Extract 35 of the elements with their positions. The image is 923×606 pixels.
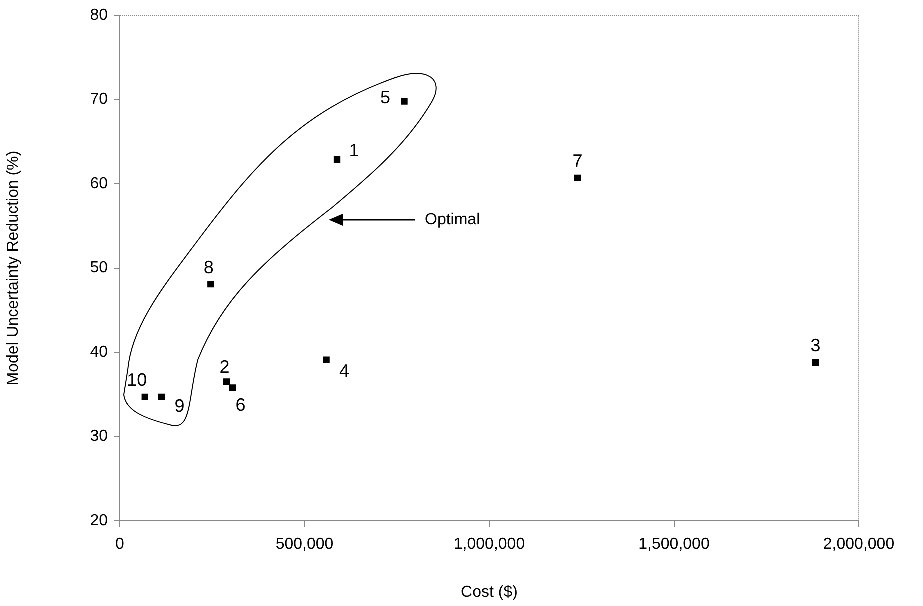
series-label: 2 — [220, 356, 230, 377]
point — [223, 378, 230, 386]
x-tick-label: 500,000 — [276, 536, 334, 554]
y-tick-label: 80 — [90, 7, 108, 24]
y-tick-label: 70 — [90, 91, 108, 108]
point — [208, 280, 214, 288]
x-axis-title: Cost ($) — [461, 584, 518, 601]
x-tick-label: 1,000,000 — [454, 536, 526, 554]
series-label: 6 — [236, 394, 246, 415]
x-tick-label: 2,000,000 — [823, 536, 895, 554]
point — [574, 174, 582, 182]
point — [142, 394, 148, 401]
series-label: 8 — [204, 257, 214, 278]
series-label: 9 — [174, 396, 185, 416]
point — [229, 384, 236, 392]
y-tick-label: 20 — [90, 512, 108, 530]
point — [812, 359, 820, 366]
annotation: Optimal — [425, 211, 480, 228]
series-label: 5 — [380, 87, 391, 108]
y-tick-label: 30 — [90, 428, 108, 446]
y-tick-label: 40 — [90, 344, 108, 361]
point — [334, 156, 341, 163]
y-tick-label: 60 — [90, 175, 108, 192]
series-label: 4 — [340, 361, 350, 382]
x-tick-label: 0 — [116, 536, 125, 554]
point — [401, 98, 408, 105]
series-label: 3 — [810, 336, 821, 356]
point — [158, 394, 166, 401]
series-label: 10 — [127, 370, 148, 390]
series-label: 1 — [349, 140, 360, 161]
y-axis-title: Model Uncertainty Reduction (%) — [5, 150, 22, 386]
x-tick-label: 1,500,000 — [638, 536, 710, 554]
y-tick-label: 50 — [90, 260, 108, 277]
series-label: 7 — [572, 151, 583, 172]
point — [323, 356, 330, 364]
